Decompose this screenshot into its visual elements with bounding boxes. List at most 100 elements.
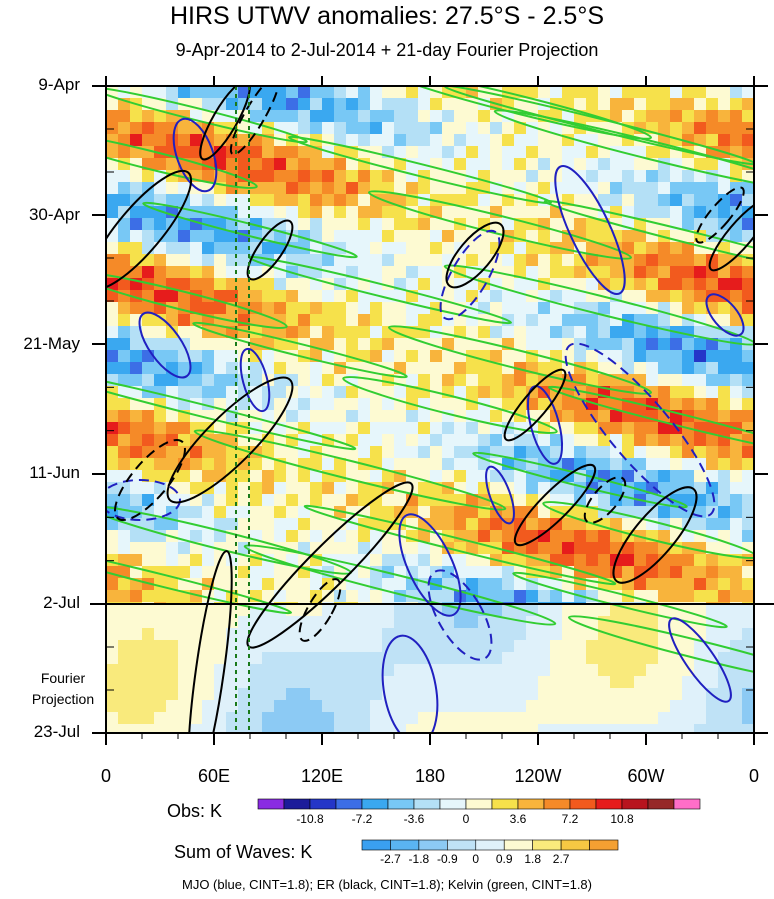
- anomaly-cell: [274, 302, 286, 314]
- anomaly-cell: [298, 86, 310, 98]
- anomaly-cell: [118, 398, 130, 410]
- anomaly-cell: [574, 410, 586, 422]
- anomaly-cell: [322, 290, 334, 302]
- projection-cell: [154, 700, 166, 712]
- anomaly-cell: [694, 398, 706, 410]
- anomaly-cell: [394, 458, 406, 470]
- anomaly-cell: [514, 326, 526, 338]
- anomaly-cell: [730, 458, 742, 470]
- anomaly-cell: [322, 386, 334, 398]
- anomaly-cell: [382, 170, 394, 182]
- anomaly-cell: [406, 362, 418, 374]
- anomaly-cell: [658, 530, 670, 542]
- projection-cell: [370, 688, 382, 700]
- anomaly-cell: [178, 254, 190, 266]
- projection-cell: [562, 676, 574, 688]
- projection-cell: [454, 712, 466, 724]
- anomaly-cell: [502, 242, 514, 254]
- anomaly-cell: [250, 158, 262, 170]
- anomaly-cell: [214, 242, 226, 254]
- anomaly-cell: [418, 170, 430, 182]
- anomaly-cell: [598, 158, 610, 170]
- er-contour: [445, 221, 505, 289]
- anomaly-cell: [514, 134, 526, 146]
- anomaly-cell: [250, 470, 262, 482]
- anomaly-cell: [142, 266, 154, 278]
- anomaly-cell: [346, 290, 358, 302]
- projection-cell: [262, 616, 274, 628]
- anomaly-cell: [190, 398, 202, 410]
- anomaly-cell: [370, 146, 382, 158]
- anomaly-cell: [190, 350, 202, 362]
- anomaly-cell: [130, 422, 142, 434]
- projection-cell: [538, 652, 550, 664]
- anomaly-cell: [190, 542, 202, 554]
- projection-cell: [406, 724, 418, 733]
- projection-cell: [562, 688, 574, 700]
- anomaly-cell: [442, 134, 454, 146]
- anomaly-cell: [118, 410, 130, 422]
- anomaly-cell: [274, 158, 286, 170]
- obs-colorbar-box: [517, 798, 545, 810]
- projection-cell: [142, 700, 154, 712]
- anomaly-cell: [478, 434, 490, 446]
- projection-cell: [382, 616, 394, 628]
- anomaly-cell: [214, 506, 226, 518]
- anomaly-cell: [490, 434, 502, 446]
- obs-colorbar-box: [335, 798, 363, 810]
- anomaly-cell: [610, 86, 622, 98]
- projection-cell: [382, 676, 394, 688]
- anomaly-cell: [742, 110, 754, 122]
- anomaly-cell: [202, 470, 214, 482]
- anomaly-cell: [490, 362, 502, 374]
- projection-cell: [190, 676, 202, 688]
- anomaly-cell: [646, 578, 658, 590]
- anomaly-cell: [406, 266, 418, 278]
- anomaly-cell: [322, 338, 334, 350]
- anomaly-cell: [346, 314, 358, 326]
- anomaly-cell: [574, 254, 586, 266]
- projection-cell: [130, 616, 142, 628]
- anomaly-cell: [190, 374, 202, 386]
- projection-cell: [238, 616, 250, 628]
- mjo-contour: [381, 634, 439, 733]
- anomaly-cell: [406, 386, 418, 398]
- anomaly-cell: [154, 266, 166, 278]
- anomaly-cell: [562, 338, 574, 350]
- projection-cell: [490, 724, 502, 733]
- projection-cell: [274, 616, 286, 628]
- er-contour: [583, 476, 627, 524]
- projection-cell: [622, 724, 634, 733]
- projection-cell: [274, 640, 286, 652]
- projection-cell: [454, 628, 466, 640]
- waves-colorbar-label: 1.8: [524, 852, 541, 866]
- anomaly-cell: [706, 422, 718, 434]
- anomaly-cell: [274, 374, 286, 386]
- anomaly-cell: [334, 422, 346, 434]
- anomaly-cell: [622, 326, 634, 338]
- anomaly-cell: [646, 470, 658, 482]
- projection-cell: [106, 724, 118, 733]
- anomaly-cell: [670, 554, 682, 566]
- anomaly-cell: [406, 554, 418, 566]
- anomaly-cell: [682, 470, 694, 482]
- projection-cell: [490, 664, 502, 676]
- anomaly-cell: [430, 182, 442, 194]
- anomaly-cell: [346, 218, 358, 230]
- projection-cell: [166, 628, 178, 640]
- anomaly-cell: [406, 446, 418, 458]
- anomaly-cell: [634, 434, 646, 446]
- anomaly-cell: [538, 146, 550, 158]
- anomaly-cell: [250, 398, 262, 410]
- projection-cell: [574, 700, 586, 712]
- projection-cell: [322, 688, 334, 700]
- anomaly-cell: [706, 494, 718, 506]
- anomaly-cell: [550, 362, 562, 374]
- anomaly-cell: [382, 230, 394, 242]
- anomaly-cell: [382, 410, 394, 422]
- anomaly-cell: [658, 110, 670, 122]
- anomaly-cell: [478, 422, 490, 434]
- projection-cell: [682, 724, 694, 733]
- anomaly-cell: [214, 194, 226, 206]
- anomaly-cell: [286, 434, 298, 446]
